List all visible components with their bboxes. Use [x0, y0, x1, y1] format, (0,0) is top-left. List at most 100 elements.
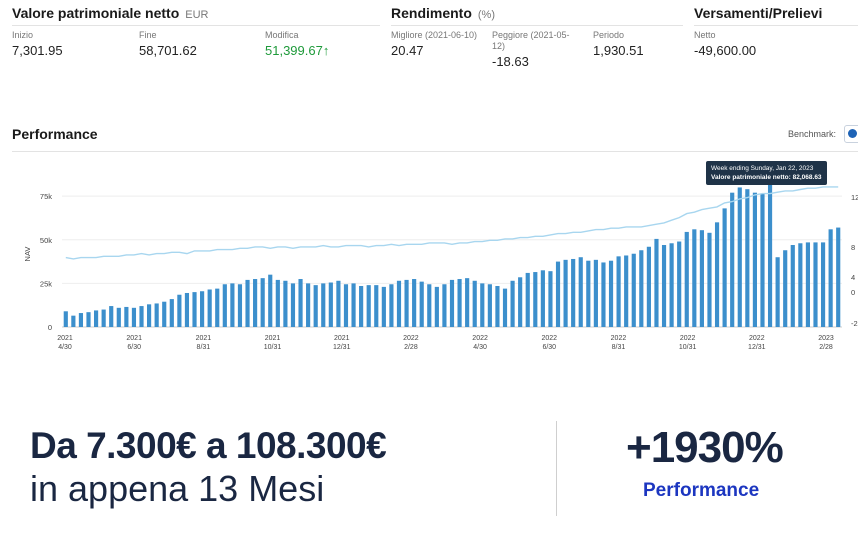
- performance-title: Performance: [12, 126, 98, 142]
- chart-bar: [328, 282, 333, 327]
- x-tick-year: 2021: [196, 335, 212, 342]
- x-tick-date: 2/28: [819, 344, 833, 351]
- chart-bar: [745, 189, 750, 327]
- chart-bar: [540, 270, 545, 327]
- chart-bar: [222, 284, 227, 327]
- chart-bar: [737, 187, 742, 327]
- y-tick-label: 50k: [40, 236, 52, 245]
- benchmark-line: [65, 186, 839, 260]
- chart-bar: [245, 279, 250, 327]
- chart-bar: [192, 292, 197, 327]
- net-worth-section: Valore patrimoniale netto EUR: [12, 5, 209, 23]
- y-axis-ticks: 75k 50k 25k 0: [40, 192, 52, 332]
- chart-bar: [101, 309, 106, 327]
- chart-bar: [124, 306, 129, 327]
- stat-value-net: -49,600.00: [694, 43, 757, 58]
- chart-bar: [442, 284, 447, 327]
- chart-bar: [752, 192, 757, 327]
- chart-bar: [533, 272, 538, 327]
- chart-bar: [555, 261, 561, 327]
- chart-bar: [563, 259, 568, 327]
- chart-bar: [109, 306, 114, 327]
- chart-bar: [495, 286, 500, 327]
- right-axis-ticks: 12 8 4 0 -2: [851, 193, 858, 328]
- chart-bar: [654, 238, 659, 327]
- x-tick-date: 8/31: [612, 344, 626, 351]
- chart-bar: [669, 243, 674, 327]
- chart-bar: [722, 208, 727, 327]
- chart-bar: [707, 232, 712, 327]
- chart-bar: [434, 286, 439, 327]
- chart-bar: [298, 279, 303, 327]
- chart-bar: [207, 289, 212, 327]
- chart-bar: [692, 229, 697, 327]
- deposits-title: Versamenti/Prelievi: [694, 5, 823, 21]
- x-tick-year: 2021: [265, 335, 281, 342]
- x-tick-date: 4/30: [58, 344, 72, 351]
- y-axis-label: NAV: [23, 247, 32, 262]
- chart-bar: [646, 246, 651, 327]
- chart-bar: [116, 307, 121, 327]
- x-tick-date: 6/30: [542, 344, 556, 351]
- chart-bar: [767, 183, 773, 327]
- x-tick-year: 2022: [472, 335, 488, 342]
- chart-bar: [730, 192, 735, 327]
- chart-bar: [480, 283, 485, 327]
- chart-bar: [396, 280, 402, 327]
- chart-bar: [321, 283, 326, 327]
- chart-bar: [359, 286, 364, 327]
- divider: [694, 25, 858, 26]
- tooltip-date: Week ending Sunday, Jan 22, 2023: [711, 165, 814, 172]
- chart-bar: [639, 250, 644, 327]
- promo-percentage: +1930%: [626, 423, 784, 472]
- chart-bar: [783, 250, 788, 327]
- chart-bar: [162, 301, 167, 327]
- stat-label-best: Migliore (2021-06-10): [391, 30, 478, 40]
- chart-bar: [525, 272, 530, 327]
- chart-bar: [139, 306, 144, 327]
- stat-label-change: Modifica: [265, 30, 299, 40]
- x-tick-date: 2/28: [404, 344, 418, 351]
- y-tick-label: 0: [48, 323, 52, 332]
- chart-bar: [449, 279, 455, 327]
- benchmark-add-button[interactable]: [844, 125, 858, 143]
- chart-bar: [306, 283, 311, 327]
- chart-bar: [184, 292, 190, 327]
- chart-bar: [714, 222, 720, 327]
- chart-bar: [578, 257, 583, 327]
- chart-bar: [775, 257, 780, 327]
- chart-bar: [586, 260, 591, 327]
- chart-bar: [836, 227, 841, 327]
- benchmark-label: Benchmark:: [788, 129, 837, 139]
- chart-bar: [63, 311, 68, 327]
- chart-bar: [661, 245, 667, 327]
- x-tick-year: 2022: [403, 335, 419, 342]
- chart-bar: [343, 284, 349, 327]
- chart-bar: [593, 259, 598, 327]
- stat-value-best: 20.47: [391, 43, 424, 58]
- chart-bar: [571, 258, 576, 327]
- chart-bar: [502, 288, 508, 327]
- x-tick-year: 2021: [57, 335, 73, 342]
- chart-bar: [798, 243, 803, 327]
- chart-bar: [677, 241, 682, 327]
- chart-bar: [518, 277, 523, 327]
- chart-bar: [381, 286, 386, 327]
- x-axis-ticks: 2021 4/30 2021 6/30 2021 8/31 2021 10/31 2021 12/…: [57, 335, 834, 351]
- divider: [12, 151, 858, 152]
- chart-bar: [510, 280, 515, 327]
- chart-bars: [63, 183, 841, 327]
- net-worth-title: Valore patrimoniale netto: [12, 5, 180, 21]
- plus-circle-icon: [848, 129, 857, 138]
- divider: [12, 25, 380, 26]
- chart-bar: [790, 245, 795, 327]
- x-tick-year: 2022: [749, 335, 765, 342]
- chart-bar: [699, 230, 704, 327]
- chart-bar: [457, 279, 462, 327]
- chart-bar: [268, 274, 273, 327]
- chart-bar: [147, 304, 152, 327]
- chart-bar: [290, 283, 296, 327]
- chart-bar: [760, 193, 765, 327]
- y-tick-label: 75k: [40, 192, 52, 201]
- chart-bar: [616, 256, 621, 327]
